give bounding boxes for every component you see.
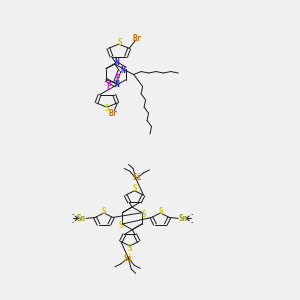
Text: -: - [71, 212, 74, 218]
Text: S: S [141, 210, 146, 219]
Text: -: - [71, 219, 74, 225]
Text: N: N [114, 80, 119, 89]
Text: Sn: Sn [77, 214, 86, 223]
Text: S: S [132, 184, 137, 193]
Text: Br: Br [133, 34, 142, 43]
Text: Si: Si [124, 254, 133, 263]
Text: S: S [105, 104, 109, 113]
Text: Si: Si [133, 173, 142, 182]
Text: F: F [106, 82, 111, 91]
Text: S: S [128, 244, 132, 253]
Text: Br: Br [108, 109, 118, 118]
Text: N: N [120, 66, 125, 75]
Text: -: - [190, 212, 193, 218]
Text: Sn: Sn [178, 214, 187, 223]
Text: -: - [190, 219, 193, 225]
Text: S: S [118, 38, 123, 47]
Text: S: S [118, 221, 123, 230]
Text: S: S [102, 207, 106, 216]
Text: F: F [116, 74, 121, 83]
Text: N: N [114, 58, 119, 67]
Text: S: S [158, 207, 163, 216]
